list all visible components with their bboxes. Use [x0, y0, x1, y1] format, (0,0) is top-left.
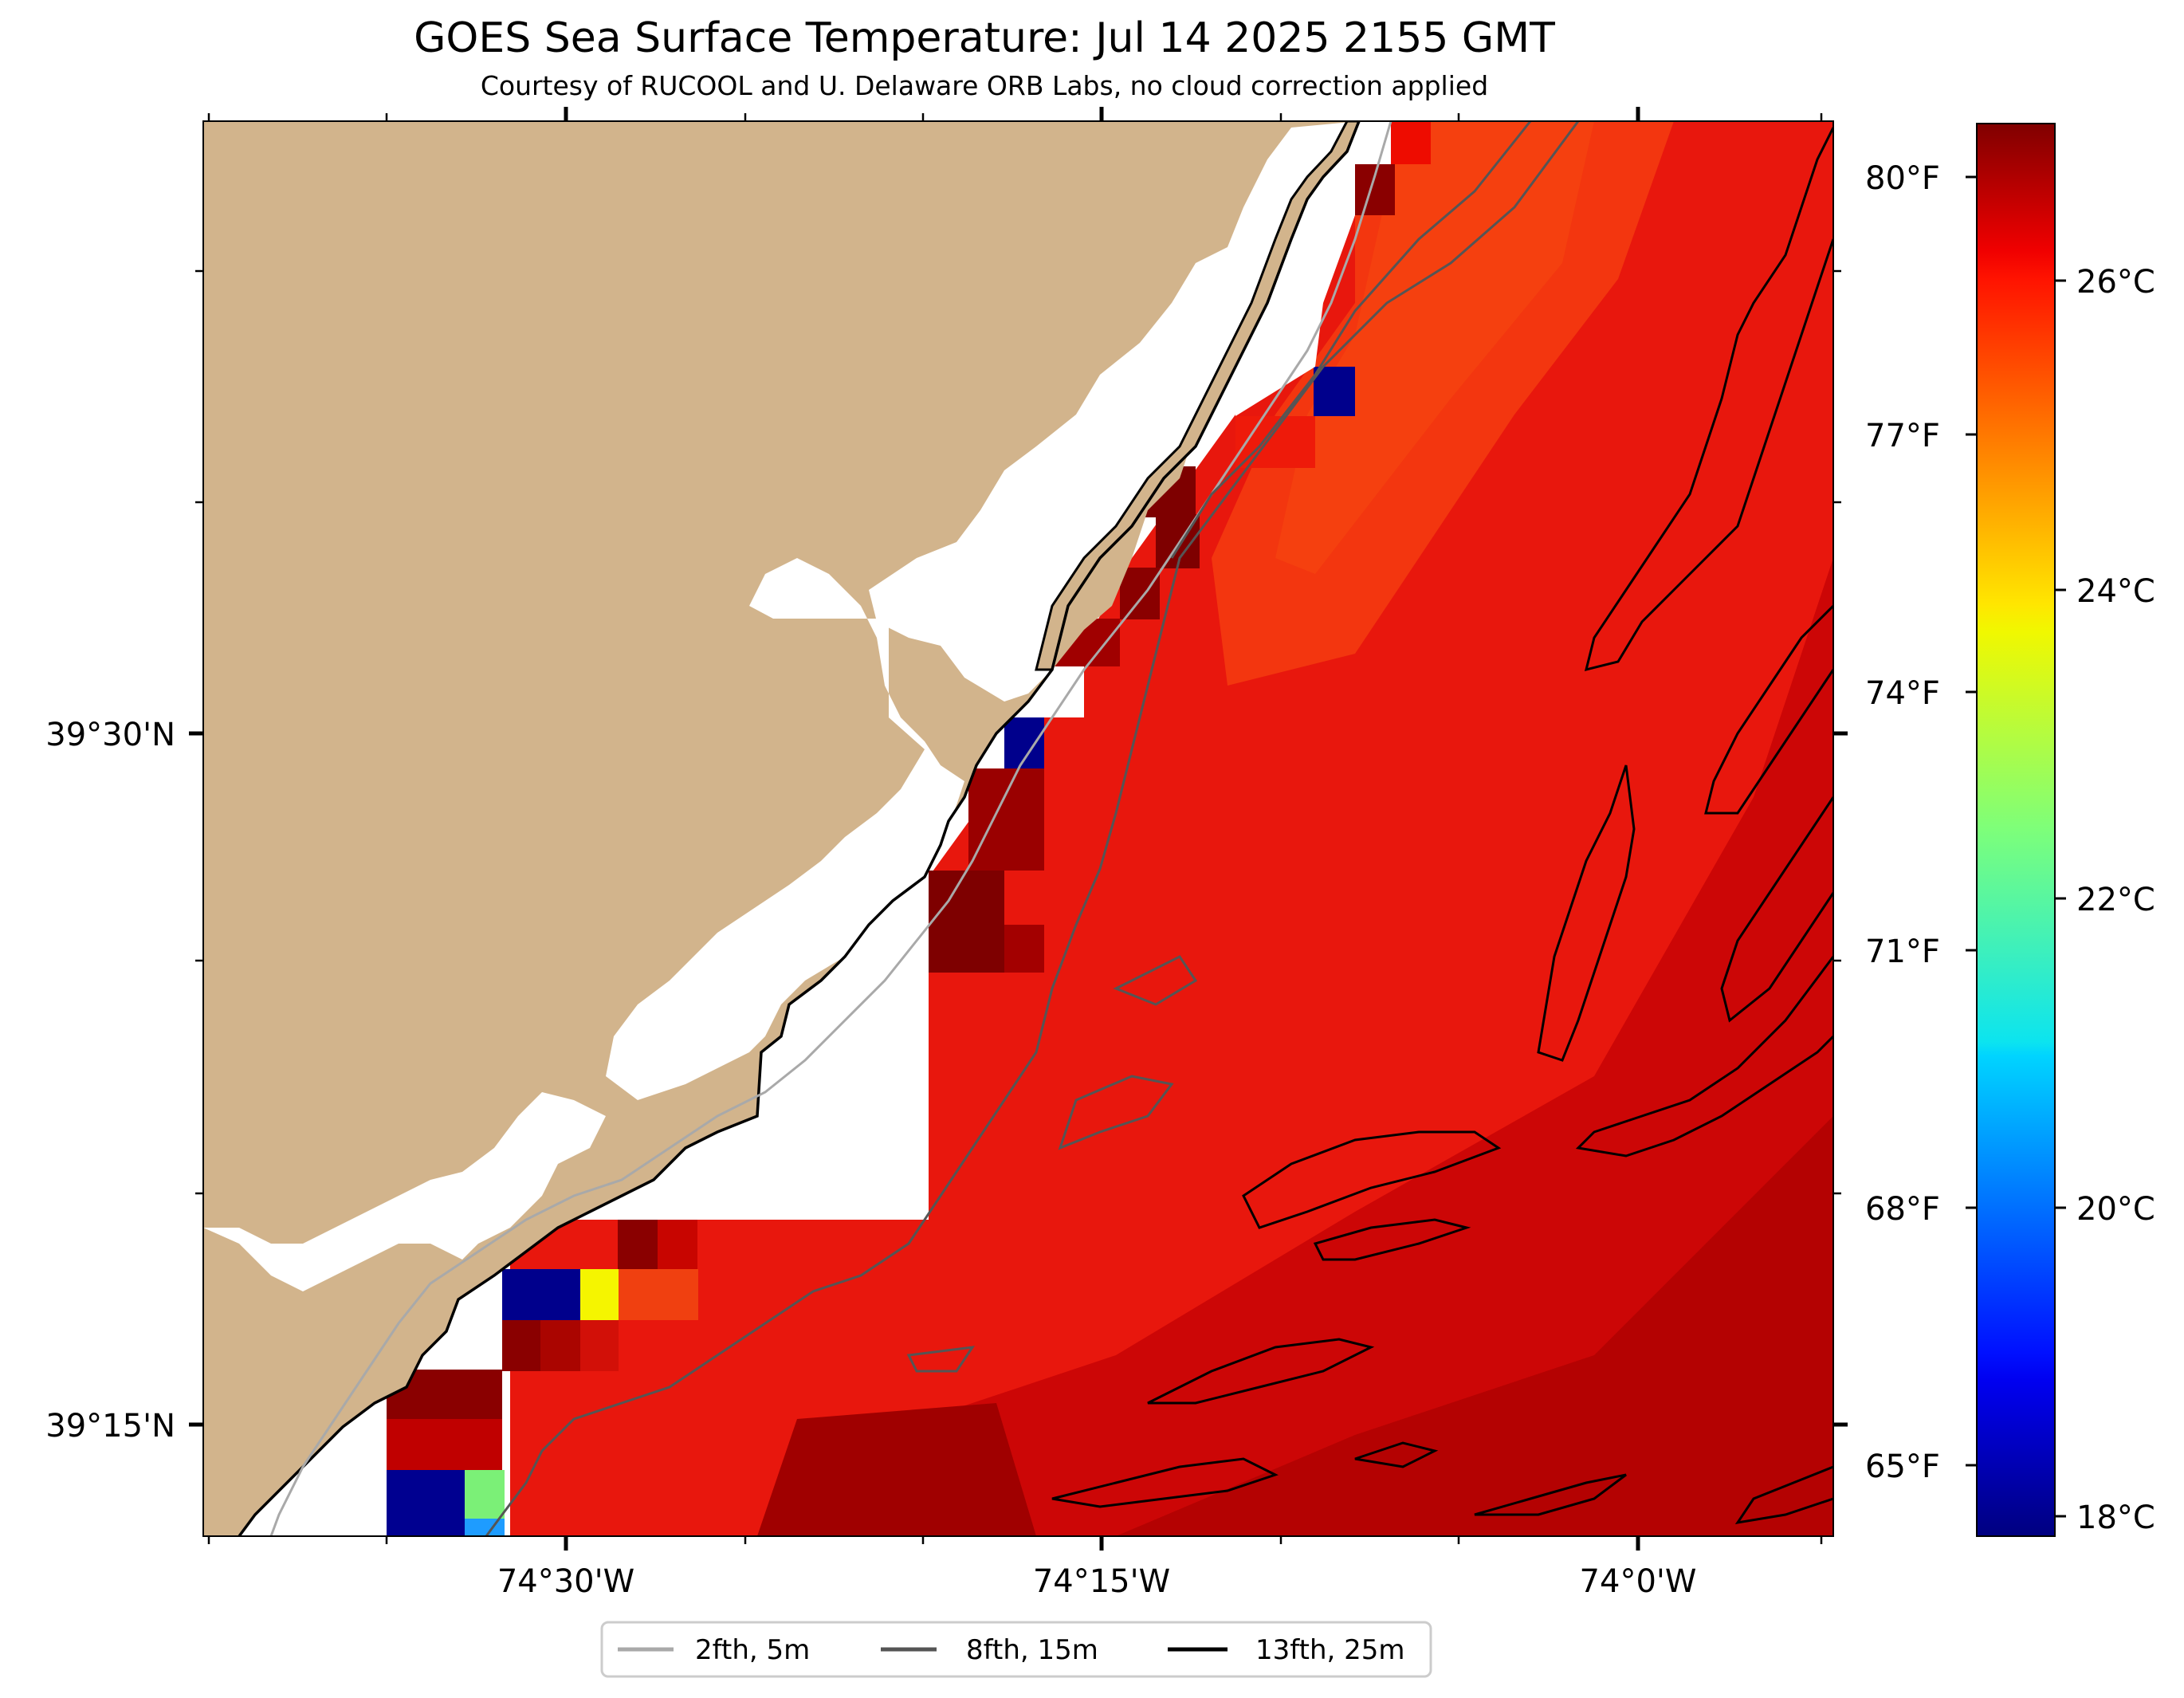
sst-field: [311, 121, 1833, 1536]
colorbar-fahrenheit-ticks: [1966, 175, 1977, 1467]
colorbar-label-20c: 20°C: [2076, 1191, 2155, 1228]
colorbar-label-77f: 77°F: [1865, 418, 1940, 454]
map-area: [203, 121, 1833, 1536]
coastline: [238, 121, 1361, 1536]
colorbar-label-65f: 65°F: [1865, 1448, 1940, 1485]
map-subtitle: Courtesy of RUCOOL and U. Delaware ORB L…: [480, 70, 1489, 101]
land-new-jersey: [203, 121, 1359, 1536]
map-title: GOES Sea Surface Temperature: Jul 14 202…: [414, 14, 1555, 62]
colorbar-label-71f: 71°F: [1865, 934, 1940, 970]
legend-label-2fth: 2fth, 5m: [695, 1634, 810, 1666]
map-frame: [202, 120, 1834, 1537]
lat-label-39-30: 39°30'N: [45, 717, 175, 753]
colorbar-label-18c: 18°C: [2076, 1500, 2155, 1536]
lon-label-74-30: 74°30'W: [497, 1563, 634, 1600]
colorbar-label-74f: 74°F: [1865, 675, 1940, 712]
contour-8fth: [485, 121, 1580, 1536]
colorbar: [1976, 123, 2056, 1537]
lon-label-74-00: 74°0'W: [1580, 1563, 1697, 1600]
colorbar-label-24c: 24°C: [2076, 573, 2155, 610]
colorbar-label-80f: 80°F: [1865, 160, 1940, 197]
contour-legend: 2fth, 5m 8fth, 15m 13fth, 25m: [600, 1621, 1432, 1678]
contour-13fth: [1051, 127, 1833, 1525]
lon-ticks: [207, 107, 1823, 1551]
colorbar-label-68f: 68°F: [1865, 1191, 1940, 1228]
colorbar-label-22c: 22°C: [2076, 882, 2155, 918]
lon-label-74-15: 74°15'W: [1033, 1563, 1170, 1600]
legend-label-13fth: 13fth, 25m: [1255, 1634, 1405, 1666]
lat-label-39-15: 39°15'N: [45, 1408, 175, 1444]
colorbar-celsius-ticks: [2055, 279, 2066, 1518]
legend-label-8fth: 8fth, 15m: [966, 1634, 1098, 1666]
contour-2fth: [269, 121, 1392, 1536]
colorbar-label-26c: 26°C: [2076, 264, 2155, 301]
lat-ticks: [189, 269, 1848, 1427]
